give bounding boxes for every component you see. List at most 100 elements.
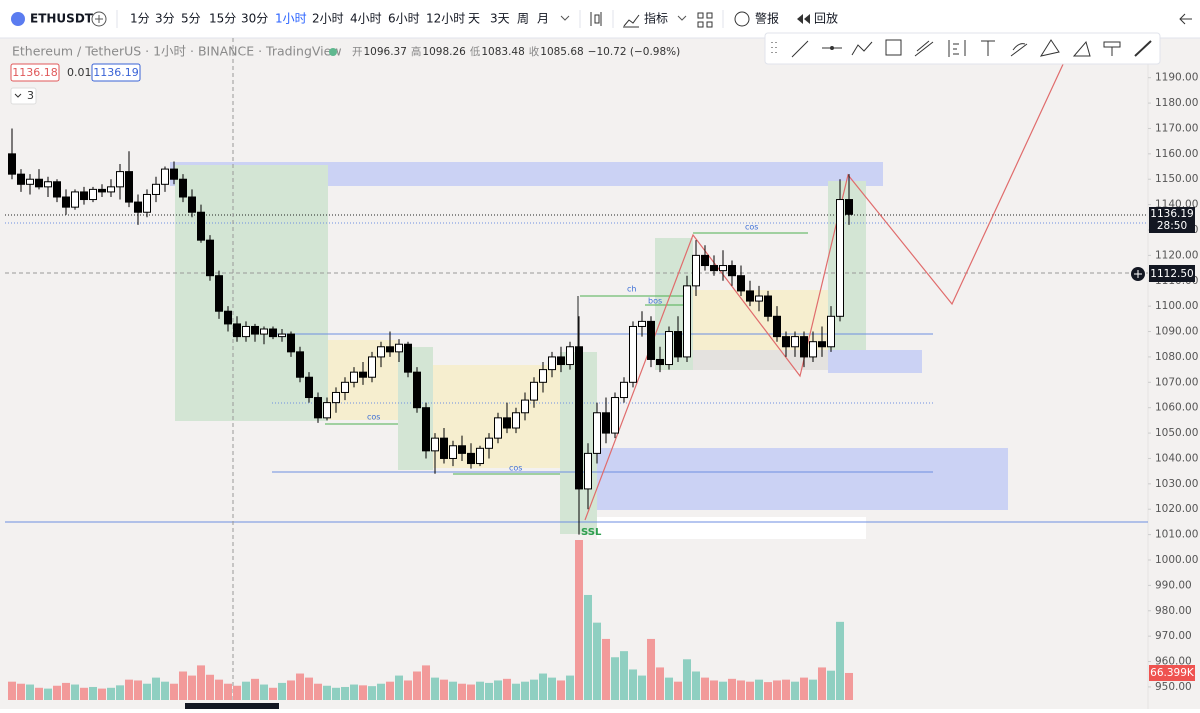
candle-body xyxy=(557,356,565,366)
back-icon[interactable] xyxy=(1179,13,1192,25)
drawing-toolbar xyxy=(764,32,1161,65)
candle-body xyxy=(188,196,196,213)
volume-bar xyxy=(503,678,511,700)
volume-bar xyxy=(35,687,43,700)
volume-bar xyxy=(170,683,178,700)
volume-bar xyxy=(197,665,205,700)
projection-path xyxy=(584,59,1066,521)
alert[interactable]: 警报 xyxy=(755,11,779,26)
y-tick-label: 1000.00 xyxy=(1155,554,1198,566)
candle-body xyxy=(44,181,52,188)
interval[interactable]: 3分 xyxy=(155,12,175,26)
candle-body xyxy=(656,358,664,366)
volume-bar xyxy=(260,684,268,700)
legend-item: 1083.48 xyxy=(481,46,524,58)
volume-bar xyxy=(584,594,592,700)
legend-item: 1096.37 xyxy=(364,46,407,58)
interval[interactable]: 3天 xyxy=(490,12,510,26)
indicators-toggle[interactable] xyxy=(10,87,37,105)
volume-bar xyxy=(476,681,484,700)
candle-body xyxy=(818,341,826,348)
ask-box[interactable] xyxy=(91,63,141,82)
interval-menu[interactable] xyxy=(560,15,570,21)
tool-shape[interactable] xyxy=(1072,40,1091,57)
candle-body xyxy=(809,341,817,358)
drag-handle[interactable] xyxy=(771,42,777,53)
candle-body xyxy=(71,191,79,208)
scrollbar[interactable] xyxy=(185,703,279,709)
y-tick-label: 950.00 xyxy=(1155,681,1192,693)
indicator-menu[interactable] xyxy=(677,15,687,21)
interval[interactable]: 5分 xyxy=(181,12,201,26)
volume-bar xyxy=(746,681,754,700)
replay[interactable]: 回放 xyxy=(814,11,838,26)
interval[interactable]: 15分 xyxy=(209,12,236,26)
annotation: cos xyxy=(509,464,522,473)
volume-bar xyxy=(98,688,106,700)
legend-item: 1085.68 xyxy=(540,46,583,58)
candle-body xyxy=(35,178,43,188)
interval[interactable]: 30分 xyxy=(241,12,268,26)
symbol-icon[interactable] xyxy=(11,12,25,26)
interval[interactable]: 1小时 xyxy=(275,12,307,26)
interval[interactable]: 12小时 xyxy=(426,12,465,26)
legend-item: 开 xyxy=(352,46,363,58)
candle-body xyxy=(242,325,250,338)
add-symbol[interactable] xyxy=(91,11,107,27)
y-tick-label: 1190.00 xyxy=(1155,72,1198,84)
interval[interactable]: 1分 xyxy=(130,12,150,26)
alert-icon[interactable] xyxy=(734,11,750,27)
crosshair-price-box xyxy=(1149,265,1195,282)
bid: 1136.18 xyxy=(12,66,58,79)
candle-body xyxy=(152,183,160,195)
volume-bar xyxy=(80,687,88,700)
layout-icon[interactable] xyxy=(697,12,713,28)
indicators[interactable]: 指标 xyxy=(644,11,668,26)
y-tick-label: 990.00 xyxy=(1155,579,1192,591)
tool-fib[interactable] xyxy=(948,40,959,57)
tool-rect[interactable] xyxy=(885,39,902,56)
bid-box[interactable] xyxy=(10,63,60,82)
interval[interactable]: 4小时 xyxy=(350,12,382,26)
toolbar xyxy=(0,0,1200,38)
volume-bar xyxy=(566,675,574,700)
volume-bar xyxy=(512,683,520,700)
interval[interactable]: 天 xyxy=(468,12,480,26)
symbol[interactable]: ETHUSDT xyxy=(30,12,94,26)
tool-trendline[interactable] xyxy=(791,40,809,58)
tool-curve[interactable] xyxy=(1010,43,1028,57)
volume-bar xyxy=(593,622,601,700)
candle-body xyxy=(233,323,241,338)
volume-bar xyxy=(701,677,709,700)
volume-bar xyxy=(782,679,790,700)
indicator-icon[interactable] xyxy=(623,14,640,28)
candle-body xyxy=(170,168,178,180)
interval[interactable]: 6小时 xyxy=(388,12,420,26)
tool-text[interactable] xyxy=(981,40,995,56)
volume-bar xyxy=(134,680,142,700)
y-tick-label: 1160.00 xyxy=(1155,148,1198,160)
interval[interactable]: 月 xyxy=(537,12,549,26)
volume-bar xyxy=(620,651,628,700)
volume-bar xyxy=(773,680,781,700)
legend-item: 收 xyxy=(529,45,540,58)
add-icon xyxy=(1134,270,1142,278)
tool-channel[interactable] xyxy=(914,40,934,57)
candle-body xyxy=(422,407,430,452)
interval[interactable]: 周 xyxy=(517,12,529,26)
intervals: 1分 3分 5分 15分 30分 1小时 2小时 4小时 6小时 12小时天 3天周月 xyxy=(130,12,549,26)
volume-bar xyxy=(719,681,727,700)
candle-body xyxy=(17,173,25,185)
volume-bar xyxy=(728,678,736,700)
volume-bar xyxy=(791,681,799,700)
volume-bar xyxy=(422,665,430,700)
tool-path[interactable] xyxy=(851,41,873,56)
tool-marker[interactable] xyxy=(1103,41,1121,56)
chart-type[interactable] xyxy=(590,12,602,26)
candle-body xyxy=(485,437,493,449)
candle-body xyxy=(53,181,61,198)
replay-icon[interactable] xyxy=(797,14,810,24)
interval[interactable]: 2小时 xyxy=(312,12,344,26)
tool-brush[interactable] xyxy=(1039,39,1060,57)
tool-measure[interactable] xyxy=(1134,40,1152,57)
